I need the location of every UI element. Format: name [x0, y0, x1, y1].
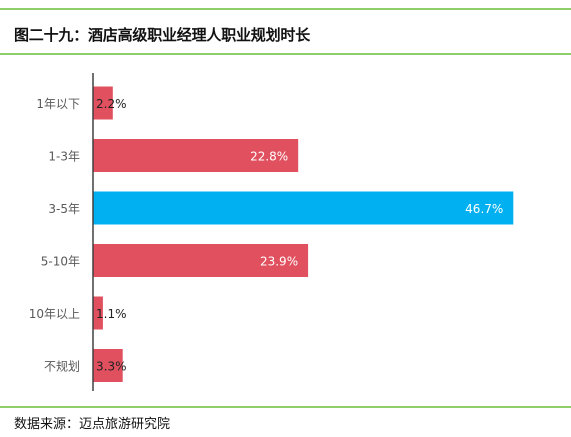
title-underline — [0, 53, 571, 55]
value-label: 1.1% — [96, 307, 127, 321]
value-label: 3.3% — [96, 360, 127, 374]
category-label: 3-5年 — [48, 202, 80, 216]
source-note: 数据来源：迈点旅游研究院 — [14, 417, 171, 432]
bar-chart: 1年以下 2.2% 1-3年 22.8% 3-5年 46.7% 5-10年 23.9% 10年以… — [29, 73, 514, 391]
value-label: 46.7% — [465, 202, 503, 216]
top-rule — [0, 8, 571, 10]
bar-0 — [93, 86, 113, 120]
bar-1 — [93, 139, 299, 172]
value-label: 2.2% — [96, 97, 127, 111]
category-label: 1-3年 — [48, 150, 80, 164]
category-label: 不规划 — [44, 359, 80, 374]
category-label: 5-10年 — [41, 255, 80, 269]
value-label: 22.8% — [250, 150, 288, 164]
bar-5 — [93, 349, 123, 382]
bars-group — [93, 86, 514, 382]
bar-3 — [93, 244, 309, 277]
bar-2 — [93, 191, 514, 225]
chart-title: 图二十九：酒店高级职业经理人职业规划时长 — [14, 26, 311, 44]
bottom-rule — [0, 406, 571, 408]
labels-group: 1年以下 2.2% 1-3年 22.8% 3-5年 46.7% 5-10年 23.9% 10年以… — [29, 97, 504, 374]
value-label: 23.9% — [260, 255, 298, 269]
bar-4 — [93, 296, 103, 330]
category-label: 1年以下 — [36, 97, 80, 111]
category-label: 10年以上 — [29, 307, 80, 321]
